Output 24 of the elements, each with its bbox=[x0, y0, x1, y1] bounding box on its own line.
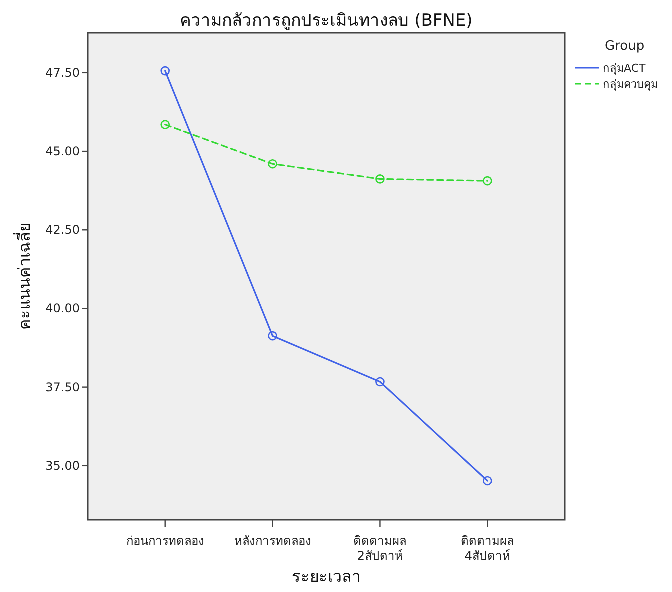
y-tick-label: 42.50 bbox=[46, 223, 80, 238]
x-tick-label: ติดตามผล 2สัปดาห์ bbox=[354, 534, 407, 563]
y-tick-label: 37.50 bbox=[46, 380, 80, 394]
x-axis-title: ระยะเวลา bbox=[292, 567, 361, 586]
legend-label: กลุ่มACT bbox=[603, 62, 646, 75]
point bbox=[376, 377, 385, 387]
point bbox=[483, 176, 492, 186]
point bbox=[268, 159, 278, 169]
point bbox=[160, 120, 170, 130]
y-axis-title: คะแนนค่าเฉลี่ย bbox=[13, 223, 34, 330]
x-tick-label: หลังการทดลอง bbox=[234, 534, 312, 548]
legend-title: Group bbox=[605, 39, 645, 54]
x-tick-label: ติดตามผล 4สัปดาห์ bbox=[461, 534, 514, 563]
point bbox=[268, 331, 278, 341]
y-tick-label: 45.00 bbox=[46, 144, 80, 159]
x-tick-label: ก่อนการทดลอง bbox=[126, 534, 204, 548]
point bbox=[160, 66, 170, 76]
point bbox=[483, 476, 492, 486]
y-tick-label: 40.00 bbox=[46, 302, 80, 316]
legend-label: กลุ่มควบคุม bbox=[603, 78, 658, 91]
y-tick-label: 35.00 bbox=[46, 458, 80, 473]
point bbox=[376, 174, 385, 184]
y-tick-label: 47.50 bbox=[46, 66, 80, 80]
chart-title: ความกลัวการถูกประเมินทางลบ (BFNE) bbox=[180, 11, 473, 31]
